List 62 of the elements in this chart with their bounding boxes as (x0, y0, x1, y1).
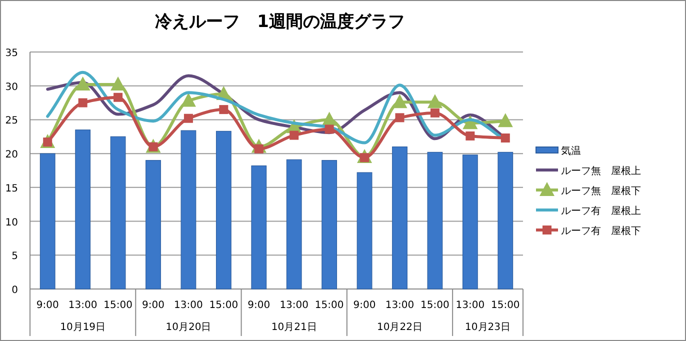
point (290, 130, 299, 140)
y-tick-label: 25 (5, 116, 18, 127)
legend-label: ルーフ有 屋根下 (561, 225, 641, 237)
point (219, 105, 228, 114)
bar (216, 130, 232, 290)
bar (286, 159, 302, 290)
point (184, 114, 193, 123)
x-tick-label: 15:00 (104, 300, 132, 311)
point (498, 113, 513, 128)
x-tick-label: 9:00 (248, 300, 270, 311)
y-tick-label: 5 (12, 251, 18, 262)
text: 10月22日 (377, 322, 422, 333)
x-tick-label: 9:00 (142, 300, 164, 311)
point (500, 133, 510, 142)
point (324, 124, 334, 134)
x-tick-label: 15:00 (314, 300, 344, 311)
bar (146, 160, 161, 290)
text: 10月21日 (271, 322, 317, 333)
x-tick-label: 13:00 (456, 300, 485, 311)
x-tick-label: 15:00 (209, 300, 238, 311)
bar (40, 153, 56, 290)
point (78, 98, 88, 108)
point (114, 92, 123, 102)
bar (427, 152, 443, 290)
bar (180, 130, 196, 290)
bar (251, 165, 267, 290)
point (180, 92, 196, 107)
bar (110, 136, 126, 290)
legend-label: ルーフ有 屋根上 (561, 205, 641, 217)
y-tick-label: 10 (5, 217, 18, 228)
bar (356, 172, 372, 290)
y-tick-label: 15 (5, 183, 18, 194)
legend-label: ルーフ無 屋根下 (561, 185, 641, 197)
bar (498, 152, 514, 290)
bar (75, 130, 91, 290)
x-tick-label: 15:00 (490, 300, 520, 311)
point (75, 76, 90, 91)
bar (392, 146, 408, 290)
bar (322, 160, 338, 290)
point (427, 94, 442, 108)
x-tick-label: 13:00 (68, 300, 98, 311)
y-tick-label: 35 (5, 48, 18, 59)
x-tick-label: 9:00 (353, 300, 376, 311)
bar (462, 154, 478, 290)
y-tick-label: 20 (5, 150, 18, 161)
x-tick-label: 13:00 (174, 300, 203, 311)
x-tick-label: 13:00 (385, 300, 414, 311)
x-tick-label: 15:00 (420, 300, 450, 311)
text: 10月19日 (60, 322, 106, 333)
text: 10月23日 (465, 322, 511, 333)
legend-label: ルーフ無 屋根上 (561, 165, 641, 177)
y-tick-label: 30 (5, 82, 18, 93)
x-tick-label: 9:00 (36, 300, 59, 311)
chart-title: 冷えルーフ 1週間の温度グラフ (155, 12, 405, 32)
point (395, 113, 404, 122)
point (466, 131, 475, 140)
y-tick-label: 0 (12, 285, 18, 296)
x-tick-label: 13:00 (280, 300, 309, 311)
point (392, 94, 408, 108)
text: 10月20日 (166, 322, 212, 333)
legend-label: 気温 (561, 145, 581, 157)
point (430, 108, 440, 118)
